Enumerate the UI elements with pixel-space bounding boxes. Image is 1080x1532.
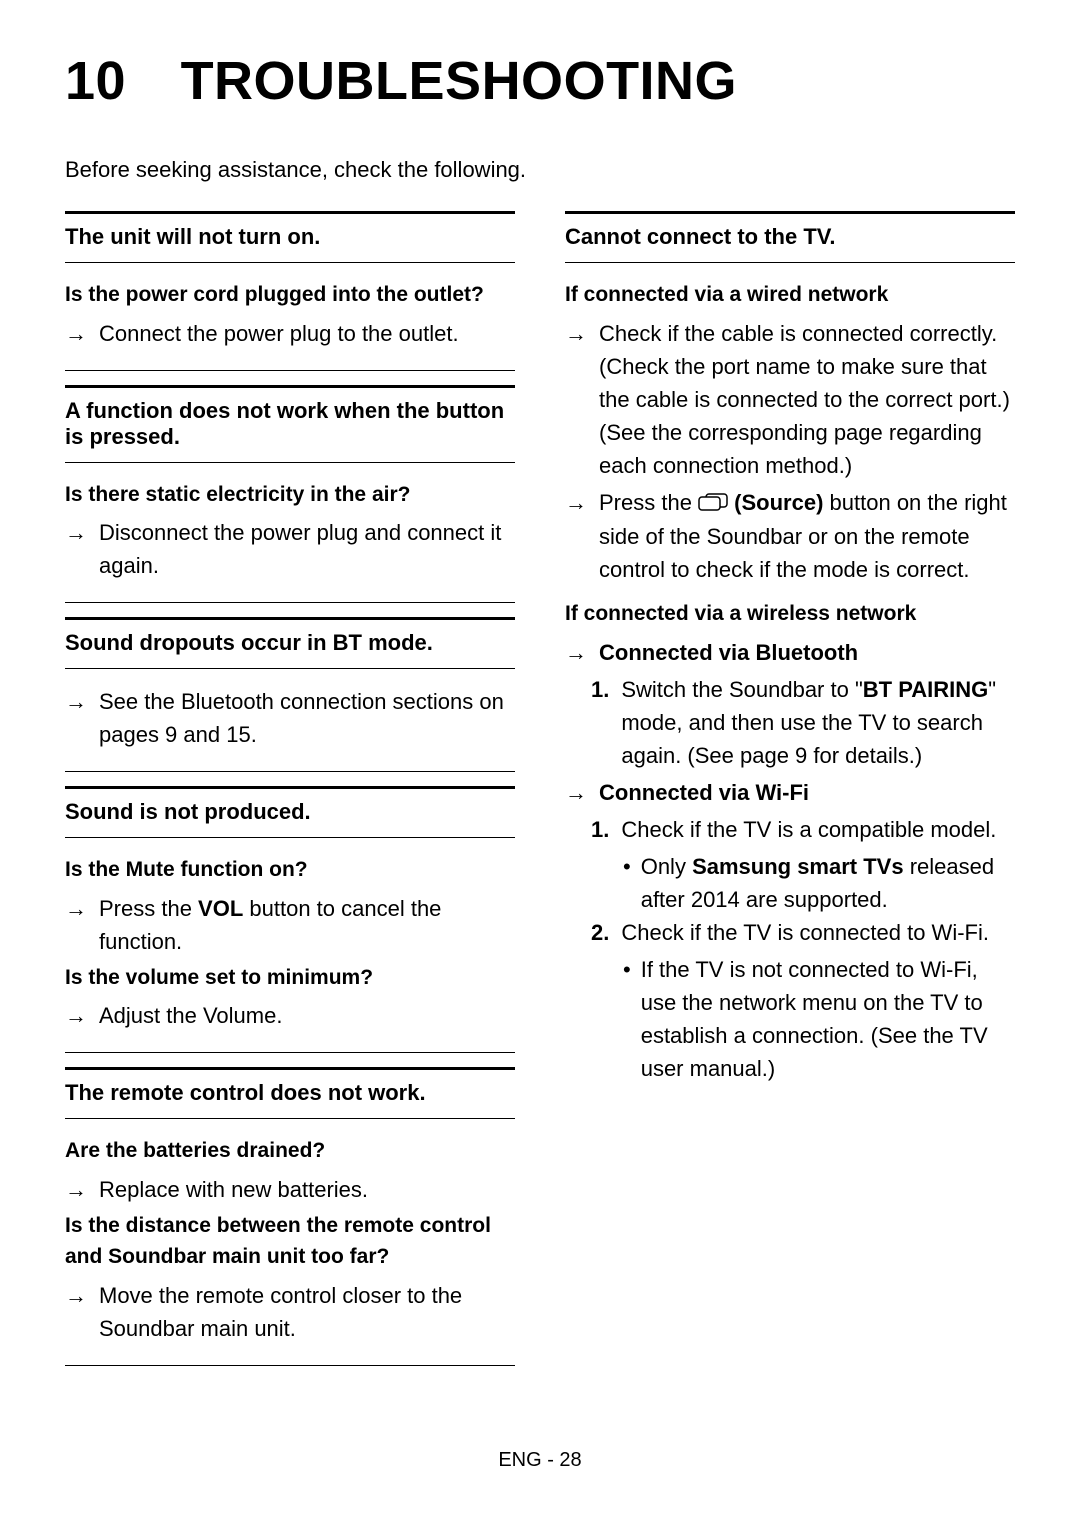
answer-connect-plug: → Connect the power plug to the outlet. [65, 317, 515, 350]
step-number: 1. [591, 673, 609, 772]
intro-text: Before seeking assistance, check the fol… [65, 157, 1015, 183]
answer-text: Disconnect the power plug and connect it… [99, 516, 515, 582]
left-column: The unit will not turn on. Is the power … [65, 211, 515, 1380]
arrow-icon: → [65, 317, 87, 350]
arrow-icon: → [65, 999, 87, 1032]
step-text: Switch the Soundbar to "BT PAIRING" mode… [621, 673, 1015, 772]
right-column: Cannot connect to the TV. If connected v… [565, 211, 1015, 1380]
arrow-icon: → [65, 892, 87, 958]
question-distance: Is the distance between the remote contr… [65, 1210, 515, 1273]
section-unit-not-turn-on: The unit will not turn on. [65, 211, 515, 263]
step-text: Check if the TV is connected to Wi-Fi. [621, 916, 1015, 949]
group-power-cord: Is the power cord plugged into the outle… [65, 279, 515, 371]
step-tv-wifi: 2. Check if the TV is connected to Wi-Fi… [591, 916, 1015, 949]
bullet-icon: • [623, 850, 631, 916]
group-tv-connection: If connected via a wired network → Check… [565, 279, 1015, 1101]
group-bt: → See the Bluetooth connection sections … [65, 685, 515, 772]
answer-disconnect: → Disconnect the power plug and connect … [65, 516, 515, 582]
subheading-wireless: If connected via a wireless network [565, 598, 1015, 630]
answer-replace-batteries: → Replace with new batteries. [65, 1173, 515, 1206]
step-number: 1. [591, 813, 609, 846]
arrow-icon: → [565, 317, 587, 482]
answer-adjust-vol: → Adjust the Volume. [65, 999, 515, 1032]
bullet-icon: • [623, 953, 631, 1085]
label-bluetooth: → Connected via Bluetooth [565, 636, 1015, 669]
section-cannot-connect-tv: Cannot connect to the TV. [565, 211, 1015, 263]
answer-text: See the Bluetooth connection sections on… [99, 685, 515, 751]
answer-source-button: → Press the (Source) button on the right… [565, 486, 1015, 587]
group-static: Is there static electricity in the air? … [65, 479, 515, 604]
section-no-sound: Sound is not produced. [65, 786, 515, 838]
subheading-wired: If connected via a wired network [565, 279, 1015, 311]
arrow-icon: → [65, 685, 87, 751]
group-remote: Are the batteries drained? → Replace wit… [65, 1135, 515, 1366]
bullet-text: Only Samsung smart TVs released after 20… [641, 850, 1015, 916]
answer-vol: → Press the VOL button to cancel the fun… [65, 892, 515, 958]
step-text: Check if the TV is a compatible model. [621, 813, 1015, 846]
answer-text: Press the (Source) button on the right s… [599, 486, 1015, 587]
step-number: 2. [591, 916, 609, 949]
section-function-not-work: A function does not work when the button… [65, 385, 515, 463]
answer-bt-sections: → See the Bluetooth connection sections … [65, 685, 515, 751]
question-mute: Is the Mute function on? [65, 854, 515, 886]
step-bt-pairing: 1. Switch the Soundbar to "BT PAIRING" m… [591, 673, 1015, 772]
question-power-cord: Is the power cord plugged into the outle… [65, 279, 515, 311]
answer-text: Connect the power plug to the outlet. [99, 317, 515, 350]
label-text: Connected via Bluetooth [599, 636, 1015, 669]
source-icon [698, 487, 728, 520]
answer-text: Replace with new batteries. [99, 1173, 515, 1206]
bullet-text: If the TV is not connected to Wi-Fi, use… [641, 953, 1015, 1085]
arrow-icon: → [565, 776, 587, 809]
question-batteries: Are the batteries drained? [65, 1135, 515, 1167]
content-columns: The unit will not turn on. Is the power … [65, 211, 1015, 1380]
section-remote: The remote control does not work. [65, 1067, 515, 1119]
answer-text: Press the VOL button to cancel the funct… [99, 892, 515, 958]
arrow-icon: → [65, 1173, 87, 1206]
page-footer: ENG - 28 [0, 1449, 1080, 1472]
group-sound: Is the Mute function on? → Press the VOL… [65, 854, 515, 1053]
answer-text: Move the remote control closer to the So… [99, 1279, 515, 1345]
step-compatible-tv: 1. Check if the TV is a compatible model… [591, 813, 1015, 846]
label-text: Connected via Wi-Fi [599, 776, 1015, 809]
arrow-icon: → [565, 636, 587, 669]
question-volume-min: Is the volume set to minimum? [65, 962, 515, 994]
answer-text: Check if the cable is connected correctl… [599, 317, 1015, 482]
bullet-tv-not-connected: • If the TV is not connected to Wi-Fi, u… [623, 953, 1015, 1085]
arrow-icon: → [65, 1279, 87, 1345]
section-bt-dropouts: Sound dropouts occur in BT mode. [65, 617, 515, 669]
question-static: Is there static electricity in the air? [65, 479, 515, 511]
label-wifi: → Connected via Wi-Fi [565, 776, 1015, 809]
page-title: 10 TROUBLESHOOTING [65, 50, 1015, 112]
answer-move-closer: → Move the remote control closer to the … [65, 1279, 515, 1345]
arrow-icon: → [565, 486, 587, 587]
bullet-samsung-tv: • Only Samsung smart TVs released after … [623, 850, 1015, 916]
answer-cable-check: → Check if the cable is connected correc… [565, 317, 1015, 482]
arrow-icon: → [65, 516, 87, 582]
answer-text: Adjust the Volume. [99, 999, 515, 1032]
